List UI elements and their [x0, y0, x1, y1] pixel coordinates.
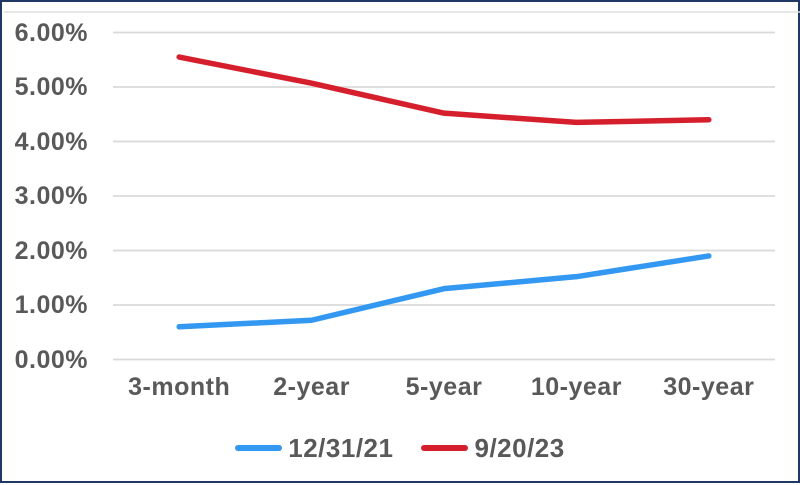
legend: 12/31/21 9/20/23 [2, 431, 798, 465]
x-axis-label: 10-year [530, 373, 622, 401]
y-tick-label: 2.00% [14, 236, 88, 265]
legend-label-series-1: 12/31/21 [288, 432, 394, 463]
x-axis-label: 30-year [663, 373, 755, 401]
legend-label-series-2: 9/20/23 [474, 432, 565, 463]
legend-item-series-1: 12/31/21 [235, 433, 393, 464]
y-tick-label: 1.00% [14, 291, 88, 319]
x-axis-label: 5-year [405, 373, 483, 401]
y-tick-label: 5.00% [14, 73, 88, 101]
y-tick-label: 4.00% [14, 127, 88, 156]
y-tick-label: 6.00% [14, 18, 88, 47]
legend-swatch-red [421, 445, 469, 451]
x-axis-label: 2-year [273, 373, 350, 401]
legend-item-series-2: 9/20/23 [421, 433, 564, 464]
series-lines [176, 54, 712, 330]
y-tick-label: 3.00% [14, 182, 88, 210]
series-line-12/31/21 [176, 253, 712, 330]
gridlines [113, 31, 775, 361]
y-tick-label: 0.00% [14, 345, 88, 374]
series-line-9/20/23 [176, 54, 712, 126]
legend-swatch-blue [235, 445, 283, 451]
x-axis-label: 3-month [128, 373, 231, 401]
